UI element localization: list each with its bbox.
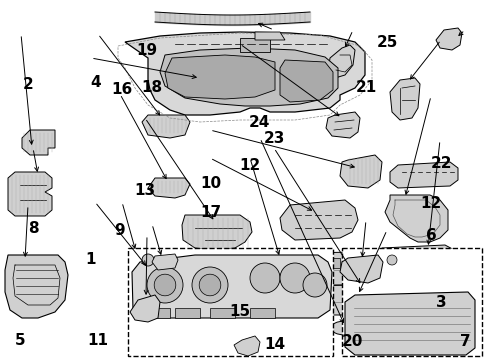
Text: 4: 4 [90, 75, 101, 90]
Circle shape [199, 274, 221, 296]
Polygon shape [165, 55, 275, 99]
Polygon shape [142, 115, 190, 138]
Text: 12: 12 [420, 196, 442, 211]
Circle shape [154, 274, 176, 296]
Text: 23: 23 [264, 131, 285, 146]
Text: 3: 3 [436, 295, 446, 310]
Polygon shape [125, 32, 365, 115]
Polygon shape [5, 255, 68, 318]
Text: 6: 6 [426, 228, 437, 243]
Text: 20: 20 [342, 334, 364, 350]
Polygon shape [290, 258, 340, 268]
Bar [128, 248, 333, 356]
Ellipse shape [331, 321, 359, 335]
Polygon shape [340, 155, 382, 188]
Polygon shape [280, 200, 358, 240]
Text: 8: 8 [28, 221, 39, 236]
Text: 19: 19 [136, 43, 158, 58]
Text: 24: 24 [249, 115, 270, 130]
Polygon shape [240, 38, 270, 52]
Text: 5: 5 [15, 333, 26, 348]
Text: 11: 11 [88, 333, 108, 348]
Text: 10: 10 [200, 176, 221, 191]
Circle shape [142, 254, 154, 266]
Polygon shape [385, 195, 448, 242]
Polygon shape [390, 78, 420, 120]
Polygon shape [22, 130, 55, 155]
Text: 13: 13 [134, 183, 155, 198]
Text: 14: 14 [264, 337, 285, 352]
Polygon shape [234, 336, 260, 356]
Polygon shape [148, 178, 190, 198]
Polygon shape [390, 162, 458, 188]
Text: 21: 21 [356, 80, 377, 95]
Polygon shape [132, 255, 332, 318]
Circle shape [387, 255, 397, 265]
Polygon shape [436, 28, 462, 50]
Polygon shape [345, 292, 475, 355]
Polygon shape [182, 285, 368, 315]
Circle shape [147, 267, 183, 303]
Text: 16: 16 [111, 82, 132, 97]
Polygon shape [152, 254, 178, 270]
Text: 7: 7 [460, 334, 471, 350]
Circle shape [303, 273, 327, 297]
Text: 17: 17 [200, 205, 221, 220]
Polygon shape [328, 45, 355, 78]
Polygon shape [182, 215, 252, 250]
Bar [210, 308, 235, 318]
Bar [250, 308, 275, 318]
Polygon shape [255, 32, 285, 40]
Polygon shape [378, 245, 462, 308]
Bar [342, 248, 482, 356]
Polygon shape [326, 112, 360, 138]
Polygon shape [215, 258, 255, 268]
Polygon shape [340, 255, 383, 283]
Polygon shape [130, 295, 160, 322]
Bar [175, 308, 200, 318]
Text: 15: 15 [229, 304, 251, 319]
Polygon shape [280, 60, 333, 102]
Circle shape [250, 263, 280, 293]
Polygon shape [160, 48, 338, 106]
Text: 18: 18 [141, 80, 163, 95]
Text: 25: 25 [376, 35, 398, 50]
Bar [145, 308, 170, 318]
Circle shape [280, 263, 310, 293]
Text: 2: 2 [23, 77, 34, 92]
Circle shape [192, 267, 228, 303]
Text: 1: 1 [85, 252, 96, 267]
Polygon shape [133, 265, 172, 305]
Polygon shape [8, 172, 52, 216]
Text: 22: 22 [430, 156, 452, 171]
Text: 9: 9 [115, 223, 125, 238]
Text: 12: 12 [239, 158, 261, 173]
Polygon shape [182, 252, 368, 285]
